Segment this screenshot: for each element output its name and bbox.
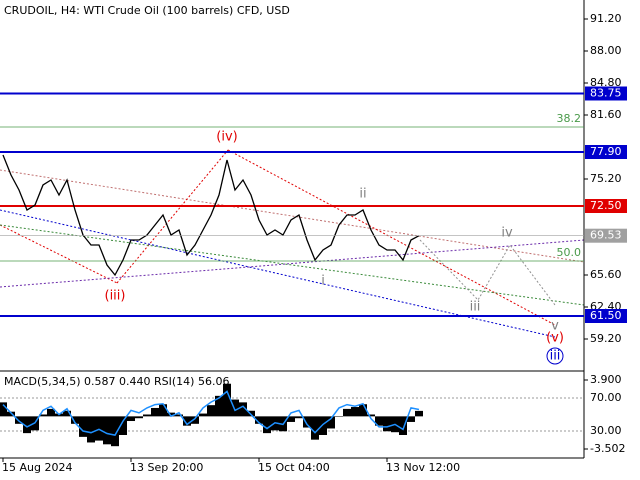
level-box <box>585 309 627 323</box>
macd-bar <box>199 413 207 417</box>
wave-label: i <box>321 274 325 289</box>
level-label: 61.50 <box>590 309 622 322</box>
macd-bar <box>255 416 263 424</box>
macd-bar <box>367 414 375 417</box>
macd-bar <box>159 404 167 417</box>
level-box <box>585 199 627 213</box>
macd-bar <box>335 416 343 417</box>
level-box <box>585 86 627 101</box>
macd-bar <box>63 410 71 417</box>
macd-bar <box>127 416 135 422</box>
wave-circle <box>546 347 564 365</box>
macd-bar <box>407 416 415 422</box>
y-tick-label: 75.20 <box>590 172 622 185</box>
macd-bar <box>175 414 183 417</box>
fib-label: 50.0 <box>557 246 582 259</box>
macd-bar <box>303 416 311 428</box>
level-label: 77.90 <box>590 145 622 158</box>
x-tick-label: 13 Sep 20:00 <box>130 461 203 474</box>
y-tick-label: 59.20 <box>590 332 622 345</box>
x-tick-label: 13 Nov 12:00 <box>386 461 460 474</box>
trend-line <box>0 224 118 284</box>
macd-bar <box>343 408 351 417</box>
y-tick-label: 88.00 <box>590 44 622 57</box>
y-tick-label: 65.60 <box>590 268 622 281</box>
macd-bar <box>375 416 383 426</box>
macd-bar <box>311 416 319 440</box>
x-tick-label: 15 Oct 04:00 <box>258 461 330 474</box>
macd-bar <box>151 407 159 417</box>
macd-bar <box>359 404 367 417</box>
macd-bar <box>167 412 175 417</box>
wave-label: v <box>551 319 559 334</box>
macd-bar <box>111 416 119 447</box>
indicator-title: MACD(5,34,5) 0.587 0.440 RSI(14) 56.06 <box>4 375 229 388</box>
macd-bar <box>415 410 423 417</box>
y-tick-label: 91.20 <box>590 12 622 25</box>
macd-bar <box>319 416 327 435</box>
price-line <box>2 154 420 277</box>
macd-bar <box>239 402 247 417</box>
y-tick-label: 84.80 <box>590 76 622 89</box>
macd-bar <box>0 402 7 417</box>
trend-line <box>0 169 585 263</box>
macd-bar <box>351 407 359 417</box>
macd-bar <box>95 416 103 441</box>
macd-bar <box>191 416 199 424</box>
macd-bar <box>103 416 111 445</box>
level-label: 83.75 <box>590 87 622 100</box>
wave-label: (v) <box>546 331 564 346</box>
macd-bar <box>287 416 295 422</box>
wave-label: ii <box>359 187 366 202</box>
macd-bar <box>399 416 407 435</box>
macd-bar <box>223 383 231 417</box>
level-box <box>585 145 627 159</box>
macd-bar <box>207 405 215 417</box>
macd-bar <box>71 416 79 424</box>
y2-tick-label: 30.00 <box>590 424 622 437</box>
wave-label: (iii) <box>105 289 126 304</box>
macd-bar <box>383 416 391 432</box>
macd-bar <box>231 399 239 417</box>
macd-bar <box>135 416 143 419</box>
y2-tick-label: 70.00 <box>590 391 622 404</box>
macd-bar <box>119 416 127 435</box>
y-tick-label: 3.900 <box>590 373 622 386</box>
macd-bar <box>183 416 191 426</box>
forecast-path <box>419 239 556 306</box>
wave-label: iv <box>501 226 513 241</box>
trend-line <box>227 149 556 326</box>
x-tick-label: 15 Aug 2024 <box>2 461 72 474</box>
macd-bar <box>23 416 31 434</box>
macd-bar <box>39 414 47 417</box>
macd-bar <box>295 416 303 419</box>
fib-label: 38.2 <box>557 112 582 125</box>
macd-bar <box>79 416 87 437</box>
trend-lines <box>0 149 585 338</box>
chart-title: CRUDOIL, H4: WTI Crude Oil (100 barrels)… <box>4 4 290 17</box>
y-tick-label: 81.60 <box>590 108 622 121</box>
rsi-line <box>2 390 420 436</box>
trend-line <box>0 239 585 288</box>
y-tick-label: -3.502 <box>590 442 625 455</box>
wave-label: (iv) <box>216 130 237 145</box>
current-price-label: 69.53 <box>590 229 622 242</box>
macd-bar <box>87 416 95 443</box>
macd-bar <box>215 395 223 417</box>
macd-bar <box>143 414 151 417</box>
wave-label: iii <box>550 349 561 364</box>
current-price-box <box>585 228 627 243</box>
wave-label: iii <box>470 300 481 315</box>
macd-bar <box>263 416 271 434</box>
macd-bar <box>47 408 55 417</box>
trend-line <box>0 209 556 338</box>
macd-bar <box>327 416 335 429</box>
macd-bar <box>7 411 15 417</box>
level-label: 72.50 <box>590 199 622 212</box>
